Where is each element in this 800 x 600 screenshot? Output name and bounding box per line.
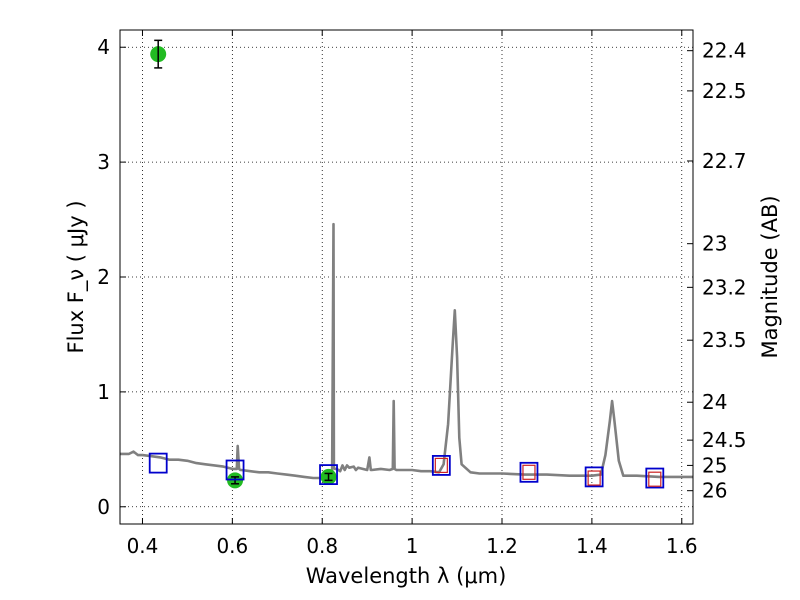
x-tick-label: 0.4 [127,534,159,558]
upper-limit-square [648,471,662,487]
x-tick-label: 0.8 [306,534,338,558]
right-tick-label: 25 [702,453,727,477]
y-tick-label: 0 [97,495,110,519]
model-photometry-square [148,452,168,474]
right-tick-label: 22.5 [702,79,747,103]
model-photometry-square [584,466,604,488]
model-photometry-square [431,455,451,476]
y-tick-label: 3 [97,150,110,174]
model-photometry-square [645,467,665,489]
upper-limit-square [434,457,448,474]
upper-limit-square [587,470,601,486]
right-tick-label: 23.5 [702,328,747,352]
model-photometry-square [225,459,245,481]
y-tick-label: 4 [97,35,110,59]
right-tick-label: 26 [702,479,727,503]
model-photometry-square [319,464,338,486]
y-right-axis-label: Magnitude (AB) [758,195,782,358]
x-tick-label: 1.4 [576,534,608,558]
y-tick-label: 2 [97,265,110,289]
right-tick-label: 24 [702,390,727,414]
x-tick-label: 0.6 [216,534,248,558]
y-axis-label: Flux F_ν ( μJy ) [64,200,89,353]
right-tick-label: 23.2 [702,275,747,299]
y-tick-label: 1 [97,380,110,404]
upper-limit-square [522,464,536,480]
x-tick-label: 1.6 [666,534,698,558]
model-photometry-square [519,461,539,483]
x-axis-label: Wavelength λ (μm) [306,564,507,588]
right-tick-label: 22.4 [702,39,747,63]
model-spectrum-line [120,222,693,480]
right-tick-label: 23 [702,232,727,256]
plot-background [120,30,693,524]
spectrum-layer [120,222,693,480]
right-tick-label: 24.5 [702,428,747,452]
right-tick-label: 22.7 [702,149,747,173]
x-tick-label: 1.2 [486,534,518,558]
x-tick-label: 1 [406,534,419,558]
points-layer [148,39,665,489]
